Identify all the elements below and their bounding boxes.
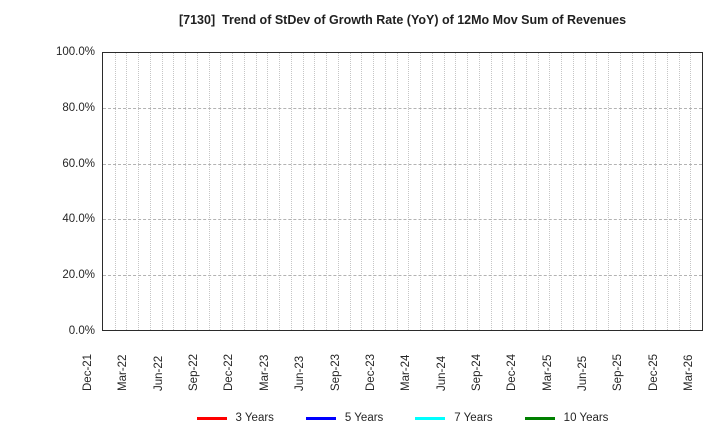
x-tick-label: Jun-23 bbox=[294, 355, 307, 391]
x-tick-label: Dec-22 bbox=[223, 353, 236, 391]
x-tick-label: Dec-24 bbox=[506, 353, 519, 391]
x-tick-label: Dec-21 bbox=[82, 353, 94, 391]
x-tick-label: Sep-24 bbox=[470, 353, 483, 391]
legend-label: 10 Years bbox=[563, 412, 609, 424]
legend-item-5-years: 5 Years bbox=[305, 412, 384, 424]
gridline-vertical bbox=[326, 53, 328, 330]
gridline-vertical bbox=[490, 53, 492, 330]
legend-item-10-years: 10 Years bbox=[524, 412, 609, 424]
x-tick-label: Sep-22 bbox=[188, 353, 201, 391]
x-tick-label: Mar-24 bbox=[400, 354, 413, 391]
gridline-vertical bbox=[232, 53, 234, 330]
gridline-vertical bbox=[396, 53, 398, 330]
gridline-vertical bbox=[467, 53, 469, 330]
x-tick-label: Jun-24 bbox=[435, 355, 448, 391]
x-tick-label: Sep-23 bbox=[329, 353, 342, 391]
y-tick-label: 60.0% bbox=[62, 157, 95, 170]
gridline-vertical bbox=[185, 53, 187, 330]
gridline-vertical bbox=[126, 53, 128, 330]
x-tick-label: Mar-22 bbox=[117, 354, 130, 391]
x-tick-label: Jun-22 bbox=[152, 355, 165, 391]
gridline-vertical bbox=[220, 53, 222, 330]
gridline-vertical bbox=[173, 53, 175, 330]
legend-label: 7 Years bbox=[454, 412, 493, 424]
gridline-vertical bbox=[678, 53, 680, 330]
gridline-vertical bbox=[161, 53, 163, 330]
plot-area bbox=[102, 52, 703, 331]
gridline-vertical bbox=[537, 53, 539, 330]
gridline-vertical bbox=[114, 53, 116, 330]
gridline-vertical bbox=[138, 53, 140, 330]
legend-line-sample bbox=[196, 416, 227, 420]
gridline-vertical bbox=[420, 53, 422, 330]
legend-line-sample bbox=[415, 416, 446, 420]
legend-label: 5 Years bbox=[344, 412, 384, 424]
gridline-vertical bbox=[443, 53, 445, 330]
gridline-vertical bbox=[514, 53, 516, 330]
gridline-vertical bbox=[561, 53, 563, 330]
legend-line-sample bbox=[524, 416, 555, 420]
gridline-vertical bbox=[243, 53, 245, 330]
x-tick-label: Jun-25 bbox=[576, 355, 589, 391]
gridline-vertical bbox=[596, 53, 598, 330]
y-tick-label: 100.0% bbox=[55, 46, 95, 58]
gridline-vertical bbox=[655, 53, 657, 330]
gridline-vertical bbox=[255, 53, 257, 330]
gridline-vertical bbox=[608, 53, 610, 330]
legend-label: 3 Years bbox=[235, 412, 274, 424]
x-tick-label: Mar-25 bbox=[541, 354, 554, 391]
gridline-vertical bbox=[302, 53, 304, 330]
gridline-vertical bbox=[337, 53, 339, 330]
gridline-vertical bbox=[455, 53, 457, 330]
gridline-horizontal bbox=[103, 163, 702, 165]
gridline-vertical bbox=[373, 53, 375, 330]
gridline-vertical bbox=[431, 53, 433, 330]
gridline-vertical bbox=[279, 53, 281, 330]
x-tick-label: Mar-23 bbox=[258, 354, 271, 391]
gridline-vertical bbox=[290, 53, 292, 330]
gridline-vertical bbox=[478, 53, 480, 330]
gridline-vertical bbox=[208, 53, 210, 330]
gridline-vertical bbox=[149, 53, 151, 330]
x-tick-label: Dec-23 bbox=[364, 353, 377, 391]
gridline-horizontal bbox=[103, 108, 702, 110]
gridline-vertical bbox=[267, 53, 269, 330]
chart-title: [7130] Trend of StDev of Growth Rate (Yo… bbox=[178, 13, 627, 27]
gridline-vertical bbox=[196, 53, 198, 330]
gridline-vertical bbox=[384, 53, 386, 330]
x-tick-label: Mar-26 bbox=[683, 354, 695, 391]
legend-item-3-years: 3 Years bbox=[196, 412, 274, 424]
gridline-vertical bbox=[408, 53, 410, 330]
x-tick-label: Sep-25 bbox=[612, 353, 625, 391]
gridline-vertical bbox=[584, 53, 586, 330]
gridline-vertical bbox=[619, 53, 621, 330]
gridline-horizontal bbox=[103, 274, 702, 276]
y-tick-label: 0.0% bbox=[68, 325, 95, 337]
legend-item-7-years: 7 Years bbox=[415, 412, 493, 424]
y-tick-label: 80.0% bbox=[62, 101, 95, 114]
gridline-vertical bbox=[361, 53, 363, 330]
gridline-vertical bbox=[525, 53, 527, 330]
gridline-vertical bbox=[690, 53, 692, 330]
gridline-vertical bbox=[314, 53, 316, 330]
gridline-horizontal bbox=[103, 219, 702, 221]
gridline-vertical bbox=[631, 53, 633, 330]
gridline-vertical bbox=[549, 53, 551, 330]
gridline-vertical bbox=[643, 53, 645, 330]
gridline-vertical bbox=[349, 53, 351, 330]
legend: 3 Years 5 Years 7 Years 10 Years bbox=[102, 406, 703, 430]
legend-line-sample bbox=[305, 416, 336, 420]
gridline-vertical bbox=[502, 53, 504, 330]
gridline-vertical bbox=[666, 53, 668, 330]
x-tick-label: Dec-25 bbox=[647, 353, 660, 391]
y-tick-label: 40.0% bbox=[62, 213, 95, 226]
gridline-vertical bbox=[572, 53, 574, 330]
y-tick-label: 20.0% bbox=[62, 269, 95, 282]
